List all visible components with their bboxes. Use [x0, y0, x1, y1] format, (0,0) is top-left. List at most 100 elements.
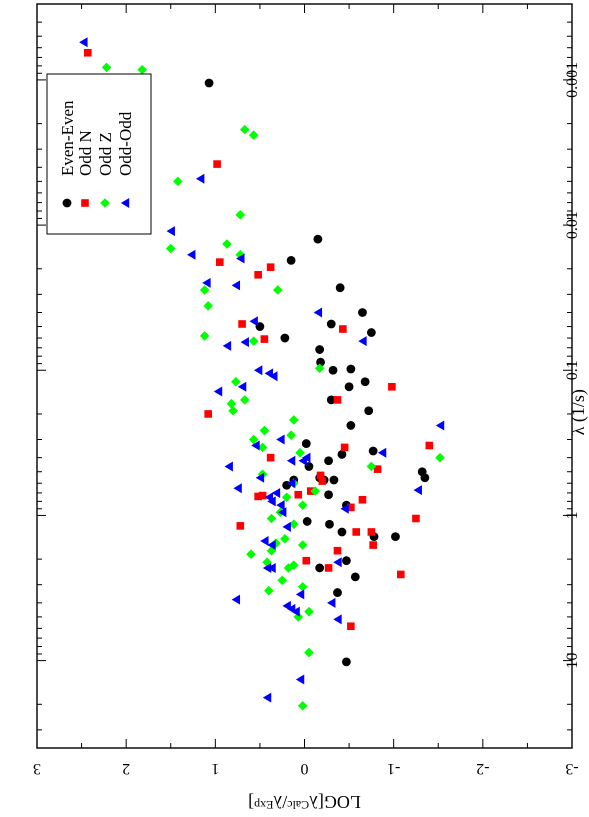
circle-point — [337, 527, 347, 537]
triangle-point — [333, 557, 342, 568]
diamond-point — [248, 336, 259, 346]
triangle-point — [267, 562, 276, 573]
diamond-point — [280, 534, 290, 544]
diamond-point — [165, 243, 176, 254]
square-point — [324, 564, 333, 572]
diamond-point — [281, 492, 292, 503]
triangle-point — [260, 535, 269, 546]
diamond-point — [286, 430, 296, 440]
triangle-point — [262, 692, 272, 703]
series-odd-n — [84, 48, 434, 631]
circle-point — [342, 556, 351, 566]
circle-point — [326, 319, 336, 329]
triangle-point — [251, 440, 260, 451]
diamond-point — [246, 549, 256, 560]
triangle-point — [237, 381, 247, 392]
circle-point — [391, 532, 400, 542]
triangle-point — [313, 307, 323, 318]
triangle-point — [302, 452, 311, 463]
triangle-point — [286, 455, 296, 466]
triangle-point — [291, 606, 300, 617]
diamond-point — [248, 130, 259, 140]
diamond-point — [239, 395, 250, 405]
legend-marker — [120, 198, 130, 208]
diamond-point — [289, 415, 299, 425]
triangle-point — [187, 249, 196, 260]
triangle-point — [166, 226, 175, 237]
circle-point — [316, 357, 325, 367]
diamond-point — [366, 461, 377, 472]
circle-point — [337, 450, 347, 459]
circle-point — [324, 490, 333, 500]
triangle-point — [295, 589, 305, 600]
square-point — [340, 443, 349, 452]
square-point — [397, 570, 405, 579]
legend-label: Odd N — [76, 130, 95, 176]
square-point — [260, 335, 269, 343]
triangle-point — [327, 597, 336, 608]
circle-point — [364, 406, 374, 416]
diamond-point — [297, 581, 308, 592]
y-tick-label: -2 — [476, 760, 489, 777]
diamond-point — [239, 124, 250, 135]
triangle-point — [282, 600, 291, 611]
diamond-point — [297, 500, 308, 510]
legend-label: Odd Z — [96, 132, 115, 176]
triangle-point — [231, 594, 241, 605]
circle-point — [350, 572, 360, 582]
triangle-point — [286, 603, 296, 614]
diamond-point — [272, 285, 283, 295]
diamond-point — [226, 398, 237, 409]
triangle-point — [377, 447, 387, 458]
diamond-point — [101, 62, 112, 73]
triangle-point — [269, 371, 278, 382]
diamond-point — [199, 331, 210, 341]
diamond-point — [435, 452, 445, 463]
x-tick-label: 10 — [564, 653, 581, 669]
diamond-point — [173, 176, 183, 187]
circle-point — [315, 345, 325, 354]
diamond-point — [248, 434, 259, 445]
y-tick-label: 3 — [33, 760, 41, 777]
x-tick-label: 0.01 — [564, 211, 581, 239]
triangle-point — [240, 337, 249, 348]
square-point — [258, 491, 267, 500]
diamond-point — [297, 540, 308, 550]
triangle-point — [435, 420, 445, 431]
circle-point — [333, 588, 342, 597]
diamond-point — [310, 486, 320, 496]
circle-point — [204, 78, 214, 88]
diamond-point — [293, 612, 304, 622]
triangle-point — [233, 483, 242, 494]
circle-point — [335, 283, 345, 293]
triangle-point — [358, 336, 367, 347]
square-point — [339, 325, 347, 333]
triangle-point — [79, 37, 88, 48]
triangle-point — [276, 434, 285, 445]
legend-box — [46, 73, 152, 235]
diamond-point — [222, 239, 232, 249]
diamond-point — [289, 519, 299, 530]
circle-point — [344, 382, 354, 392]
square-point — [318, 477, 327, 485]
diamond-point — [271, 538, 281, 548]
triangle-point — [236, 253, 245, 264]
diamond-point — [289, 560, 299, 570]
series-odd-odd — [79, 37, 445, 703]
diamond-point — [277, 575, 288, 586]
y-axis-label-part: /λ — [273, 792, 287, 812]
diamond-point — [314, 363, 325, 374]
circle-point — [417, 467, 427, 477]
square-point — [347, 622, 355, 631]
diamond-point — [231, 376, 241, 387]
y-axis-label-part: LOG[λ — [309, 792, 361, 812]
triangle-point — [262, 562, 272, 573]
square-point — [84, 48, 92, 57]
circle-point — [346, 421, 356, 430]
circle-point — [366, 328, 376, 337]
triangle-point — [195, 173, 205, 184]
diamond-point — [137, 64, 148, 75]
circle-point — [315, 563, 325, 573]
square-point — [316, 471, 325, 480]
